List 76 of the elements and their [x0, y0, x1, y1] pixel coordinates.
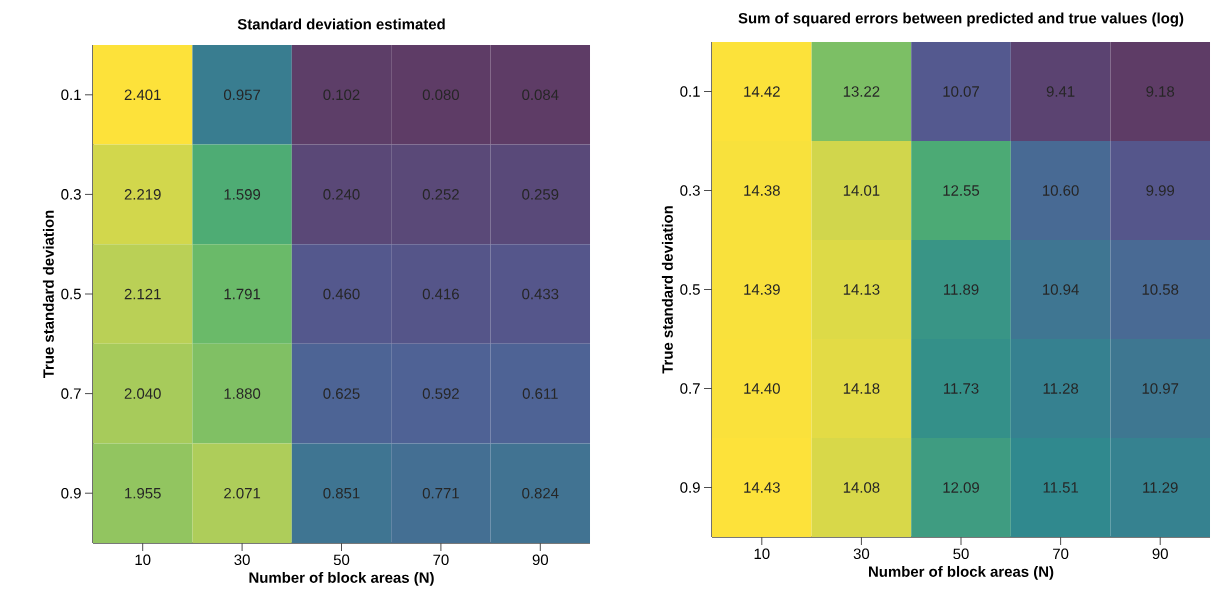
chart-title: Standard deviation estimated: [237, 18, 445, 30]
data-label: 2.219: [124, 189, 161, 200]
y-tick-label: 0.7: [680, 383, 700, 394]
x-tick-label: 30: [853, 548, 870, 560]
data-label: 14.18: [843, 383, 880, 394]
x-tick-label: 90: [532, 554, 549, 566]
data-label: 1.791: [224, 288, 261, 300]
data-label: 14.01: [843, 185, 880, 196]
data-label: 10.94: [1043, 284, 1079, 295]
x-tick-label: 30: [234, 554, 250, 566]
data-label: 14.08: [843, 482, 880, 493]
data-label: 14.43: [744, 482, 780, 493]
data-label: 0.080: [422, 89, 460, 101]
data-label: 9.99: [1146, 185, 1175, 196]
x-tick-label: 90: [1152, 548, 1168, 560]
data-label: 11.28: [1043, 383, 1079, 394]
y-tick-label: 0.1: [680, 86, 700, 97]
data-label: 10.97: [1142, 383, 1179, 394]
data-label: 1.955: [125, 487, 161, 499]
x-axis-title: Number of block areas (N): [869, 565, 1054, 580]
data-label: 10.60: [1043, 185, 1079, 196]
data-label: 0.240: [323, 189, 360, 200]
data-label: 12.55: [943, 185, 980, 196]
data-label: 13.22: [843, 86, 880, 97]
y-tick-label: 0.7: [61, 388, 81, 399]
x-tick-label: 70: [433, 554, 449, 566]
data-label: 0.102: [323, 89, 360, 101]
y-tick-label: 0.3: [61, 189, 81, 200]
data-label: 11.73: [944, 383, 979, 394]
data-label: 2.121: [124, 288, 161, 300]
data-label: 11.29: [1143, 482, 1178, 493]
y-axis-title: True standard deviation: [661, 206, 673, 374]
data-label: 0.957: [223, 89, 261, 101]
data-label: 1.599: [224, 189, 261, 200]
data-label: 14.42: [744, 86, 780, 97]
data-label: 0.460: [323, 288, 360, 300]
chart-title: Sum of squared errors between predicted and true values (log): [738, 12, 1184, 27]
data-label: 0.592: [422, 388, 459, 399]
x-tick-label: 70: [1053, 548, 1069, 560]
data-label: 14.38: [744, 185, 780, 196]
x-tick-label: 10: [754, 548, 770, 560]
data-label: 0.416: [422, 288, 459, 300]
y-tick-label: 0.3: [680, 185, 700, 196]
data-label: 2.401: [124, 89, 161, 101]
x-tick-label: 50: [953, 548, 969, 560]
data-label: 1.880: [224, 388, 261, 399]
data-label: 11.51: [1043, 482, 1079, 493]
data-label: 14.40: [744, 383, 780, 394]
data-label: 9.18: [1146, 86, 1175, 97]
x-tick-label: 50: [333, 554, 350, 566]
data-label: 0.771: [422, 487, 459, 499]
y-tick-label: 0.9: [61, 487, 81, 499]
x-axis-title: Number of block areas (N): [249, 571, 434, 586]
data-label: 11.89: [944, 284, 979, 295]
data-label: 12.09: [943, 482, 979, 493]
y-tick-label: 0.5: [61, 288, 81, 300]
y-tick-label: 0.5: [680, 284, 700, 295]
data-label: 10.07: [943, 86, 979, 97]
data-label: 0.084: [522, 89, 559, 101]
data-label: 0.252: [422, 189, 459, 200]
data-label: 0.433: [522, 288, 559, 300]
data-label: 0.611: [522, 388, 558, 399]
data-label: 10.58: [1142, 284, 1179, 295]
data-label: 2.040: [124, 388, 161, 399]
data-label: 2.071: [224, 487, 261, 499]
data-label: 0.259: [522, 189, 559, 200]
data-label: 9.41: [1046, 86, 1075, 97]
data-label: 14.39: [744, 284, 780, 295]
data-label: 0.851: [323, 487, 360, 499]
data-label: 0.625: [323, 388, 360, 399]
data-label: 14.13: [843, 284, 880, 295]
x-tick-label: 10: [135, 554, 151, 566]
y-tick-label: 0.9: [680, 482, 700, 493]
data-label: 0.824: [522, 487, 559, 499]
y-tick-label: 0.1: [61, 89, 81, 101]
y-axis-title: True standard deviation: [42, 210, 54, 379]
